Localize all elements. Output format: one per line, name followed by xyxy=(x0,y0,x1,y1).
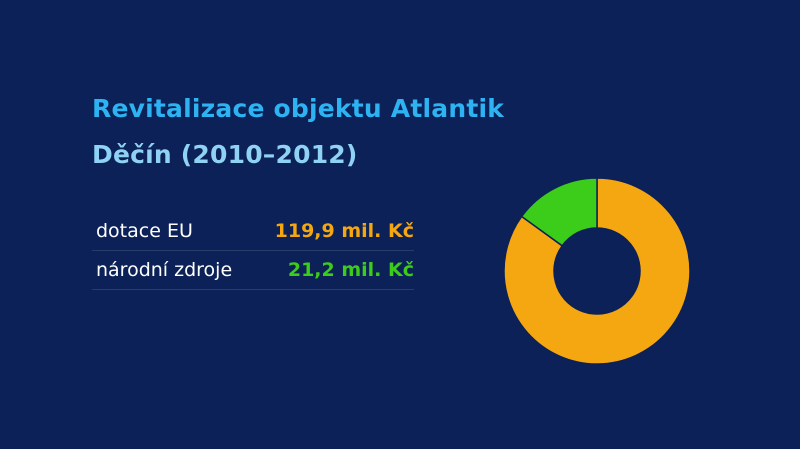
chart-subtitle: Děčín (2010–2012) xyxy=(92,140,358,169)
legend-row-eu: dotace EU 119,9 mil. Kč xyxy=(92,212,414,251)
legend-row-national: národní zdroje 21,2 mil. Kč xyxy=(92,251,414,290)
legend-table: dotace EU 119,9 mil. Kč národní zdroje 2… xyxy=(92,212,414,290)
donut-chart xyxy=(503,177,691,365)
legend-value-eu: 119,9 mil. Kč xyxy=(274,220,414,242)
donut-slice-eu xyxy=(503,177,691,365)
legend-label-eu: dotace EU xyxy=(96,220,193,242)
legend-label-national: národní zdroje xyxy=(96,259,233,281)
donut-slice-national xyxy=(520,177,598,247)
chart-title: Revitalizace objektu Atlantik xyxy=(92,94,505,123)
legend-value-national: 21,2 mil. Kč xyxy=(287,259,414,281)
